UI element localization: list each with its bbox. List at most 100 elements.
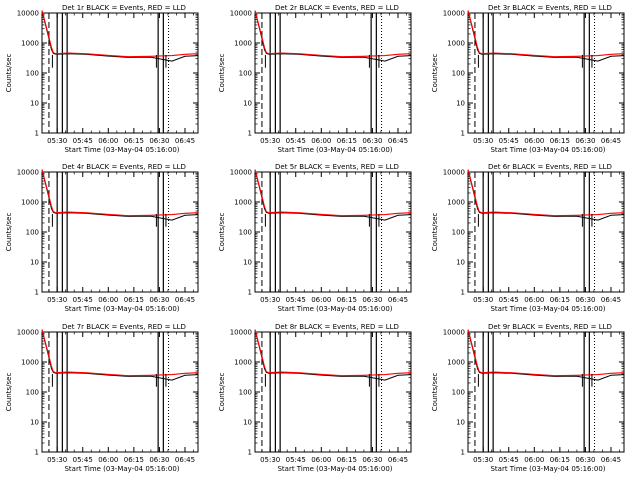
y-tick-label: 10000	[17, 329, 39, 337]
panel-title: Det 6r BLACK = Events, RED = LLD	[488, 163, 612, 171]
y-tick-label: 10000	[17, 10, 39, 18]
y-tick-label: 1	[35, 449, 39, 457]
x-tick-label: 05:30	[473, 137, 493, 145]
y-tick-label: 1000	[234, 40, 252, 48]
plot-frame	[254, 12, 412, 134]
y-tick-label: 100	[239, 229, 252, 237]
y-tick-label: 100	[26, 389, 39, 397]
y-axis-label: Counts/sec	[5, 213, 13, 252]
x-axis-label: Start Time (03-May-04 05:16:00)	[490, 465, 605, 473]
x-tick-label: 05:45	[73, 137, 93, 145]
x-axis-label: Start Time (03-May-04 05:16:00)	[490, 305, 605, 313]
x-tick-label: 05:45	[73, 456, 93, 464]
x-tick-label: 06:30	[149, 296, 169, 304]
panel-9: Det 9r BLACK = Events, RED = LLD 1 10 100 10…	[431, 323, 625, 473]
x-tick-label: 06:45	[601, 456, 621, 464]
x-tick-label: 06:15	[124, 137, 144, 145]
x-tick-label: 06:15	[124, 296, 144, 304]
y-tick-label: 100	[26, 70, 39, 78]
y-tick-label: 1000	[234, 359, 252, 367]
series-events-line	[254, 169, 412, 221]
plot-frame	[467, 12, 625, 134]
x-tick-label: 05:30	[473, 296, 493, 304]
y-tick-label: 10	[456, 100, 465, 108]
y-tick-label: 10	[456, 259, 465, 267]
series-events-line	[41, 10, 199, 62]
panel-1: Det 1r BLACK = Events, RED = LLD 1 10 100 10…	[5, 4, 199, 154]
y-tick-label: 1	[461, 289, 465, 297]
panel-4: Det 4r BLACK = Events, RED = LLD 1 10 100 10…	[5, 163, 199, 313]
series-events-line	[467, 10, 625, 62]
series-lld-line	[41, 10, 199, 58]
x-tick-label: 06:30	[362, 456, 382, 464]
x-tick-label: 06:15	[124, 456, 144, 464]
series-lld-line	[254, 169, 412, 217]
plot-frame	[467, 331, 625, 453]
x-tick-label: 06:15	[337, 296, 357, 304]
x-tick-label: 06:30	[149, 456, 169, 464]
y-tick-label: 1000	[21, 359, 39, 367]
plot-frame	[254, 171, 412, 293]
x-tick-label: 06:15	[550, 456, 570, 464]
series-lld-line	[41, 329, 199, 377]
series-events-line	[467, 329, 625, 381]
y-axis-label: Counts/sec	[218, 54, 226, 93]
y-tick-label: 100	[452, 229, 465, 237]
panel-6: Det 6r BLACK = Events, RED = LLD 1 10 100 10…	[431, 163, 625, 313]
x-tick-label: 05:30	[47, 456, 67, 464]
y-tick-label: 10	[456, 419, 465, 427]
panel-2: Det 2r BLACK = Events, RED = LLD 1 10 100 10…	[218, 4, 412, 154]
series-events-line	[254, 10, 412, 62]
panel-title: Det 9r BLACK = Events, RED = LLD	[488, 323, 612, 331]
plot-frame	[254, 331, 412, 453]
y-tick-label: 100	[452, 70, 465, 78]
y-tick-label: 10	[30, 259, 39, 267]
y-tick-label: 1000	[21, 199, 39, 207]
plot-frame	[41, 171, 199, 293]
x-tick-label: 06:00	[98, 137, 118, 145]
y-axis-label: Counts/sec	[431, 54, 439, 93]
x-tick-label: 05:45	[499, 456, 519, 464]
y-tick-label: 10000	[230, 169, 252, 177]
x-tick-label: 05:30	[473, 456, 493, 464]
y-tick-label: 100	[26, 229, 39, 237]
y-tick-label: 1000	[447, 199, 465, 207]
y-axis-label: Counts/sec	[431, 373, 439, 412]
x-axis-label: Start Time (03-May-04 05:16:00)	[277, 465, 392, 473]
x-tick-label: 06:45	[601, 137, 621, 145]
panel-5: Det 5r BLACK = Events, RED = LLD 1 10 100 10…	[218, 163, 412, 313]
x-tick-label: 05:30	[47, 296, 67, 304]
y-tick-label: 1	[461, 449, 465, 457]
y-tick-label: 1	[248, 289, 252, 297]
panel-title: Det 8r BLACK = Events, RED = LLD	[275, 323, 399, 331]
y-tick-label: 10000	[443, 10, 465, 18]
series-lld-line	[467, 329, 625, 377]
x-tick-label: 06:30	[575, 456, 595, 464]
y-tick-label: 10	[30, 100, 39, 108]
y-tick-label: 10000	[230, 10, 252, 18]
x-axis-label: Start Time (03-May-04 05:16:00)	[64, 465, 179, 473]
x-tick-label: 06:15	[550, 296, 570, 304]
x-tick-label: 06:00	[311, 137, 331, 145]
series-events-line	[254, 329, 412, 381]
x-tick-label: 05:45	[286, 456, 306, 464]
x-axis-label: Start Time (03-May-04 05:16:00)	[64, 305, 179, 313]
series-events-line	[467, 169, 625, 221]
y-tick-label: 1	[35, 130, 39, 138]
x-tick-label: 06:00	[524, 137, 544, 145]
y-tick-label: 1000	[447, 40, 465, 48]
x-tick-label: 06:30	[575, 296, 595, 304]
y-tick-label: 1000	[234, 199, 252, 207]
x-tick-label: 06:00	[524, 456, 544, 464]
panel-7: Det 7r BLACK = Events, RED = LLD 1 10 100 10…	[5, 323, 199, 473]
x-tick-label: 06:00	[98, 456, 118, 464]
y-tick-label: 10000	[443, 169, 465, 177]
x-axis-label: Start Time (03-May-04 05:16:00)	[277, 305, 392, 313]
x-tick-label: 06:15	[550, 137, 570, 145]
series-lld-line	[41, 169, 199, 217]
y-tick-label: 10	[30, 419, 39, 427]
x-tick-label: 06:30	[362, 137, 382, 145]
panel-title: Det 1r BLACK = Events, RED = LLD	[62, 4, 186, 12]
y-tick-label: 10000	[443, 329, 465, 337]
